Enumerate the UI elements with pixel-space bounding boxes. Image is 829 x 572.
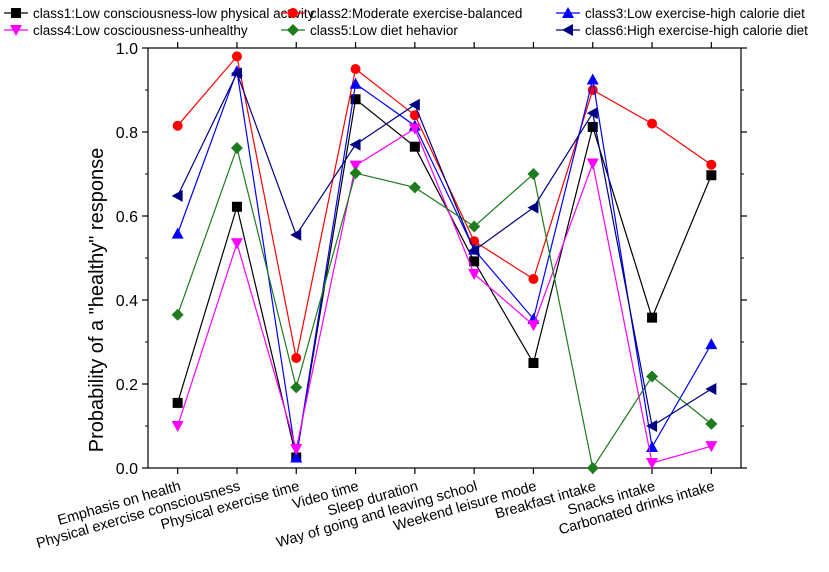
legend-marker — [562, 24, 573, 36]
data-point — [171, 308, 184, 321]
series-line — [177, 145, 712, 470]
legend-label: class6:High exercise-high calorie diet — [585, 23, 808, 38]
data-point — [468, 268, 481, 280]
data-point — [291, 352, 302, 363]
data-point — [172, 120, 183, 131]
legend-entry: class2:Moderate exercise-balanced — [281, 6, 522, 21]
legend-entry: class4:Low cosciousness-unhealthy — [4, 23, 248, 38]
y-tick-label: 0.6 — [116, 209, 138, 226]
data-point — [646, 457, 659, 469]
data-point — [587, 121, 598, 132]
data-point — [349, 138, 361, 151]
data-point — [230, 67, 242, 80]
series-line — [177, 71, 712, 427]
y-axis: 0.0 0.2 0.4 0.6 0.8 1.0 — [116, 41, 747, 478]
data-point — [290, 451, 303, 463]
data-point — [528, 358, 539, 368]
data-point — [646, 370, 659, 383]
data-point — [705, 417, 718, 430]
data-point — [231, 201, 242, 212]
data-point — [646, 420, 658, 432]
data-point — [469, 256, 480, 267]
legend-label: class4:Low cosciousness-unhealthy — [33, 23, 248, 38]
data-point — [409, 141, 420, 152]
legend-entry: class5:Low diet hehavior — [281, 23, 458, 38]
data-point — [706, 170, 717, 181]
data-point — [705, 383, 717, 396]
legend-marker — [287, 24, 299, 36]
data-point — [171, 421, 184, 432]
plot-area — [147, 47, 742, 469]
data-point — [290, 444, 303, 456]
data-point — [171, 189, 183, 202]
data-point — [350, 94, 361, 105]
series-layer — [171, 51, 718, 474]
legend-marker — [11, 8, 21, 18]
data-point — [408, 123, 421, 135]
series-line — [177, 70, 712, 458]
data-point — [349, 77, 362, 89]
data-point — [468, 244, 480, 257]
legend-label: class3:Low exercise-high calorie diet — [585, 6, 805, 21]
data-point — [586, 107, 598, 120]
data-point — [409, 110, 420, 121]
legend-marker — [562, 7, 574, 18]
data-point — [349, 160, 362, 172]
data-point — [705, 441, 718, 453]
data-point — [171, 227, 184, 239]
data-point — [586, 158, 599, 170]
data-point — [230, 141, 243, 154]
data-point — [230, 238, 243, 250]
series-1 — [172, 94, 717, 463]
data-point — [408, 181, 421, 194]
data-point — [706, 159, 717, 170]
legend: class1:Low consciousness-low physical ac… — [4, 6, 808, 38]
legend-marker — [288, 8, 298, 18]
legend-entry: class1:Low consciousness-low physical ac… — [4, 6, 315, 21]
plot-frame — [147, 47, 742, 469]
series-line — [177, 127, 712, 464]
data-point — [528, 274, 539, 284]
data-point — [231, 51, 242, 62]
y-tick-label: 0.8 — [116, 125, 138, 142]
data-point — [408, 98, 420, 111]
legend-entry: class6:High exercise-high calorie diet — [556, 23, 808, 38]
data-point — [349, 167, 362, 180]
legend-label: class2:Moderate exercise-balanced — [310, 6, 522, 21]
y-tick-label: 0.2 — [116, 377, 138, 394]
data-point — [290, 381, 303, 394]
series-5 — [171, 141, 718, 474]
data-point — [586, 73, 599, 85]
data-point — [290, 228, 302, 241]
data-point — [586, 462, 599, 474]
legend-entry: class3:Low exercise-high calorie diet — [556, 6, 805, 21]
series-6 — [171, 67, 717, 432]
data-point — [172, 397, 183, 408]
series-4 — [171, 123, 718, 469]
data-point — [468, 220, 481, 233]
data-point — [527, 320, 540, 332]
legend-label: class1:Low consciousness-low physical ac… — [33, 6, 315, 21]
data-point — [350, 64, 361, 74]
series-line — [177, 98, 712, 458]
data-point — [647, 312, 658, 323]
data-point — [527, 201, 539, 214]
data-point — [705, 338, 718, 350]
legend-label: class5:Low diet hehavior — [310, 23, 458, 38]
y-tick-label: 1.0 — [116, 41, 138, 58]
data-point — [647, 118, 658, 129]
y-tick-label: 0.4 — [116, 293, 138, 310]
data-point — [527, 168, 540, 180]
y-axis-label: Probability of a "healthy" response — [86, 148, 108, 452]
y-tick-label: 0.0 — [116, 461, 138, 478]
legend-marker — [10, 25, 22, 36]
